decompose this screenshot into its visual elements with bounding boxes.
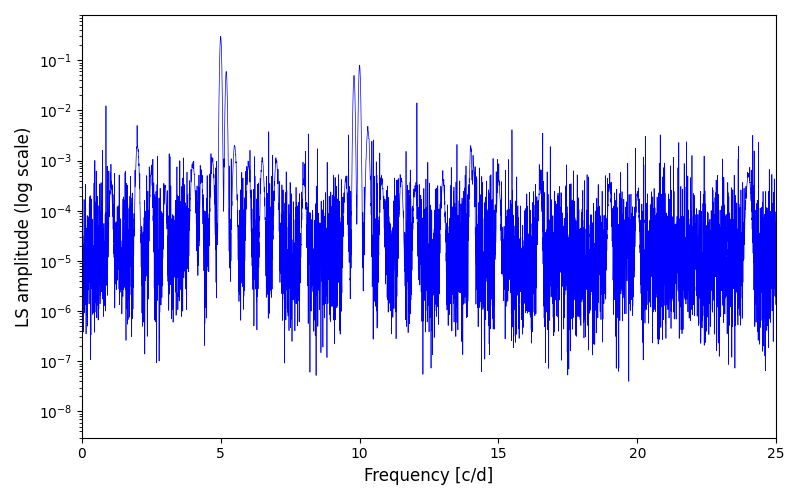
X-axis label: Frequency [c/d]: Frequency [c/d] (364, 467, 494, 485)
Y-axis label: LS amplitude (log scale): LS amplitude (log scale) (15, 126, 33, 326)
